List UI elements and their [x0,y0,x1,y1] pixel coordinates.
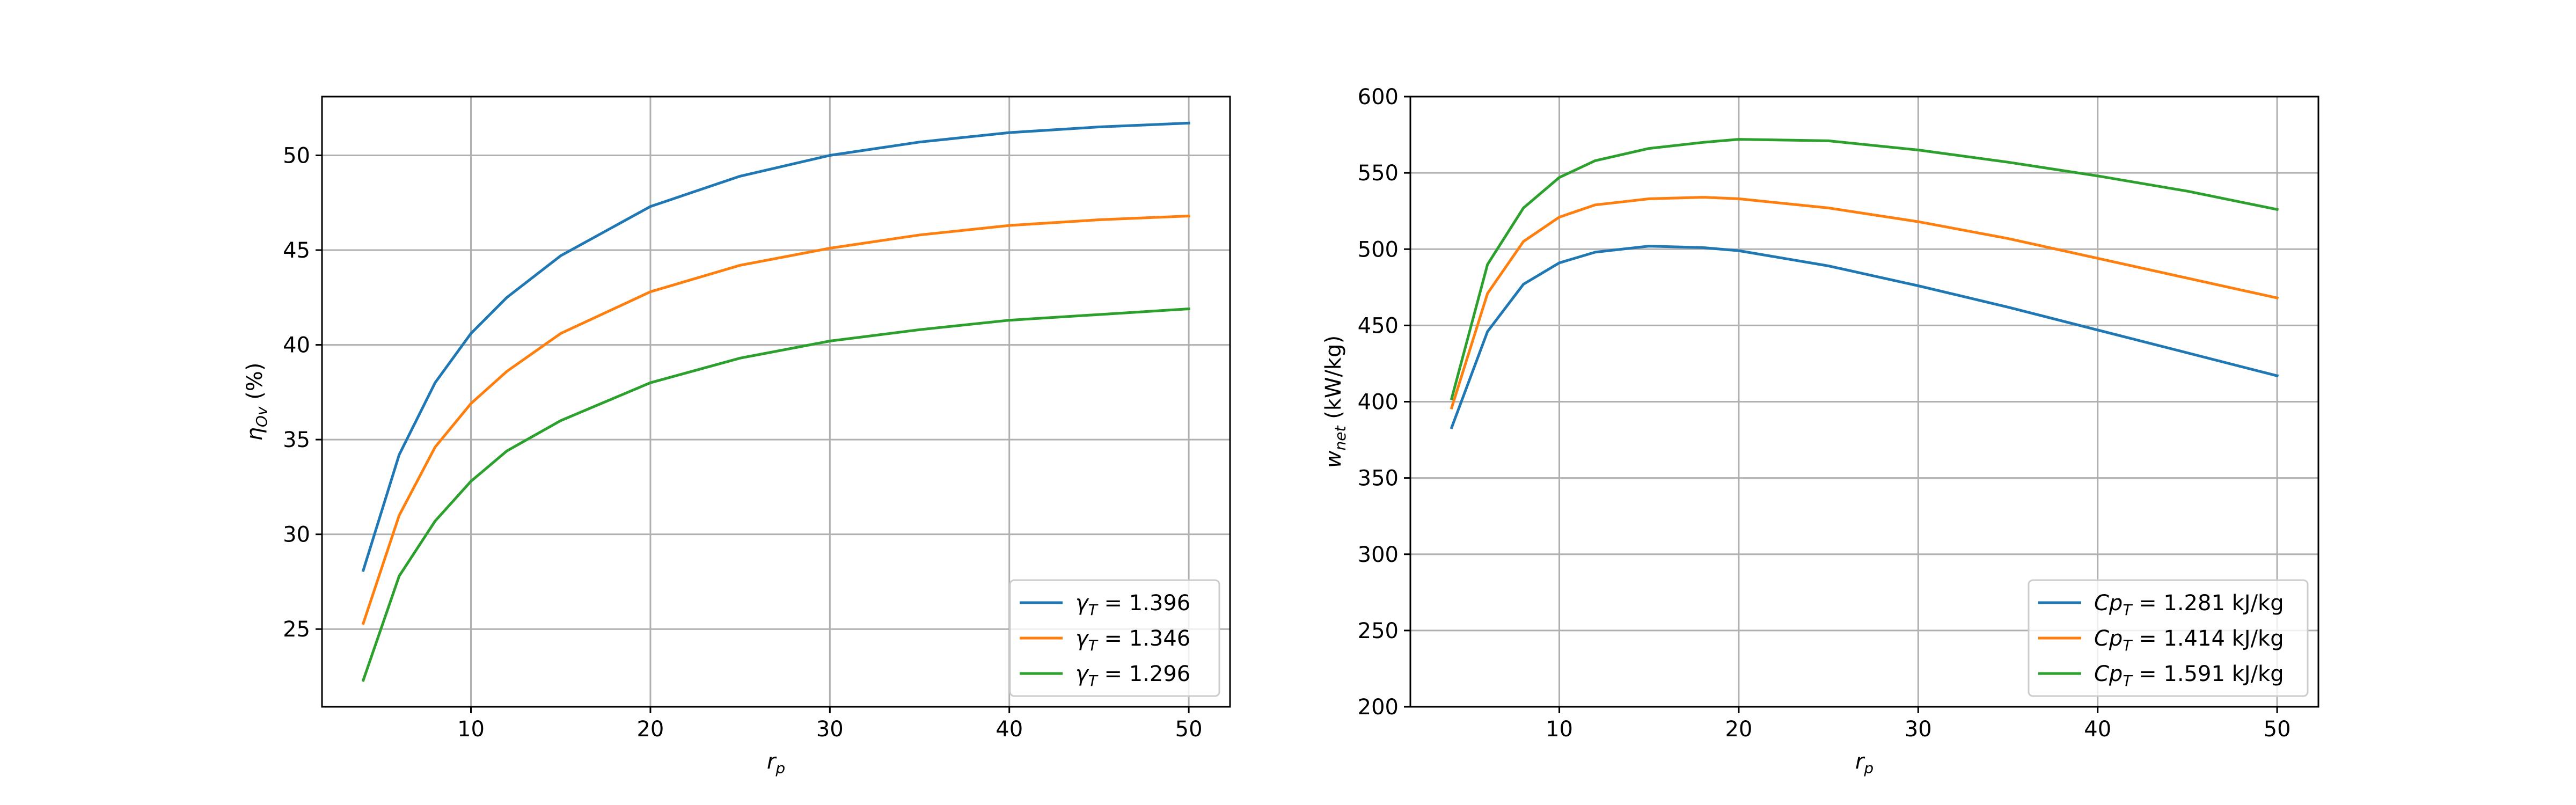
legend-label-3: γT = 1.296 [1075,662,1190,690]
x-tick-label: 20 [636,717,664,742]
series-line-1 [361,121,1190,572]
x-tick-label: 30 [816,717,844,742]
y-tick-label: 35 [283,428,310,452]
legend-frame [1009,579,1220,697]
y-tick-label: 300 [1358,543,1399,567]
legend-label-2-suffix: = 1.414 kJ/kg [2132,626,2284,651]
y-axis-label-subscript: Ov [253,406,270,427]
legend-label-3-suffix: = 1.296 [1097,662,1190,686]
x-tick-label: 50 [2264,717,2291,742]
legend-label-2-suffix: = 1.346 [1097,626,1190,651]
legend-label-3-subscript: T [1088,672,1099,690]
y-tick-label: 50 [283,143,310,168]
legend-label-2-base: γ [1075,626,1089,651]
y-tick-label: 500 [1358,237,1399,262]
y-tick-label: 400 [1358,390,1399,415]
x-axis-label: rp [767,749,785,777]
axes-frame [321,96,1231,708]
x-axis-label-subscript: p [1863,759,1874,777]
legend-label-1: CpT = 1.281 kJ/kg [2094,591,2284,619]
y-axis-label-suffix: (kW/kg) [1321,335,1346,426]
legend-label-1-suffix: = 1.281 kJ/kg [2132,591,2284,616]
series-line-2 [1450,196,2279,410]
legend-label-1-subscript: T [1088,601,1099,619]
y-axis-label-base: η [243,427,267,441]
x-tick-label: 10 [1546,717,1573,742]
y-tick-label: 40 [283,333,310,358]
y-tick-label: 25 [283,617,310,642]
legend-label-3-suffix: = 1.591 kJ/kg [2132,662,2284,686]
x-tick-label: 30 [1905,717,1932,742]
legend-label-1-base: Cp [2094,591,2123,616]
x-axis-label: rp [1855,749,1874,777]
legend-label-3-base: Cp [2094,662,2123,686]
legend-label-2-base: Cp [2094,626,2123,651]
x-tick-label: 40 [996,717,1023,742]
x-tick-label: 40 [2084,717,2111,742]
net-work-chart: 10 20 30 40 50 200 250 300 350 400 450 500 550 600 rp w… [1321,85,2319,777]
x-tick-label: 10 [457,717,485,742]
y-tick-label: 30 [283,523,310,547]
y-axis-label-base: w [1321,450,1346,468]
x-tick-label: 50 [1175,717,1203,742]
y-axis-label: wnet (kW/kg) [1321,335,1349,468]
y-tick-label: 450 [1358,313,1399,338]
x-axis-label-base: r [767,749,777,774]
x-axis-label-base: r [1855,749,1865,774]
series-line-3 [361,307,1190,682]
y-axis-label: ηOv (%) [243,363,270,441]
legend-label-1: γT = 1.396 [1075,591,1190,619]
y-axis-label-suffix: (%) [243,363,267,407]
y-axis-label-subscript: net [1331,425,1349,450]
series-line-1 [1450,245,2279,430]
y-tick-label: 250 [1358,619,1399,643]
y-tick-label: 45 [283,238,310,263]
legend-label-2-subscript: T [2123,636,2133,654]
legend-label-3-subscript: T [2123,672,2133,690]
legend-label-3-base: γ [1075,662,1089,686]
legend-label-2: CpT = 1.414 kJ/kg [2094,626,2284,654]
x-tick-label: 20 [1725,717,1752,742]
y-tick-label: 600 [1358,85,1399,109]
legend-frame [2028,579,2309,697]
legend-label-1-base: γ [1075,591,1089,616]
legend-label-2-subscript: T [1088,636,1099,654]
y-tick-label: 200 [1358,695,1399,720]
legend-label-3: CpT = 1.591 kJ/kg [2094,662,2284,690]
series-line-2 [361,214,1190,625]
y-tick-label: 350 [1358,466,1399,491]
legend-label-1-subscript: T [2123,601,2133,619]
y-tick-label: 550 [1358,161,1399,186]
legend-label-2: γT = 1.346 [1075,626,1190,654]
series-line-3 [1450,138,2279,400]
x-axis-label-subscript: p [775,759,785,777]
legend-label-1-suffix: = 1.396 [1097,591,1190,616]
